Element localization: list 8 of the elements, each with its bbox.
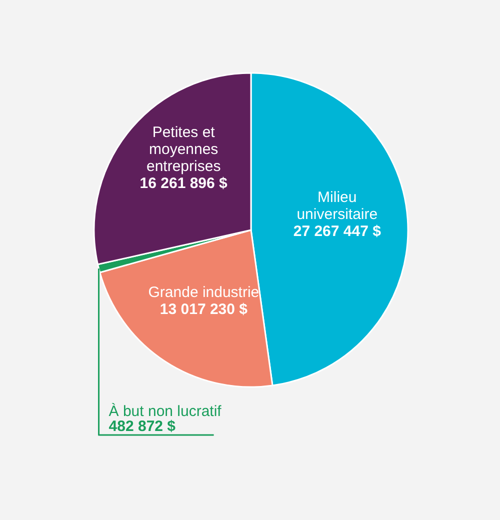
slice-label: Milieu universitaire: [296, 189, 378, 224]
data-label: 482 872 $: [108, 418, 176, 435]
slice-label: Grande industrie: [148, 284, 260, 302]
data-label: 27 267 447 $: [293, 223, 382, 240]
slice-label: Petites et moyennes entreprises: [146, 124, 221, 176]
data-label: 13 017 230 $: [160, 301, 248, 318]
slice-label: À but non lucratif: [108, 402, 222, 420]
data-label: 16 261 896 $: [140, 175, 228, 192]
